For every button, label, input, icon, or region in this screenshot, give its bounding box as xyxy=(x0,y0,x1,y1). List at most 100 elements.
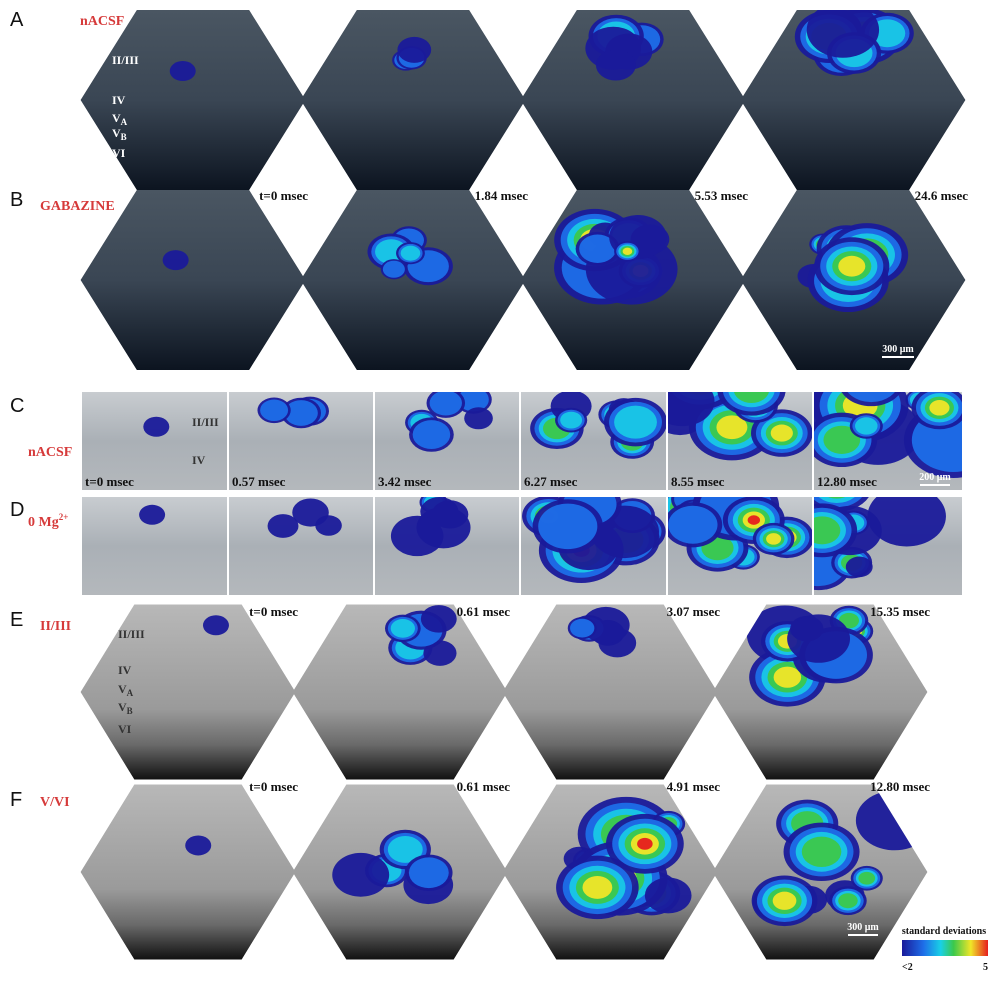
layer-label: IV xyxy=(192,453,206,467)
layer-name: V xyxy=(118,682,127,696)
activity-blob xyxy=(143,416,170,437)
layer-label: VI xyxy=(118,722,132,736)
time-label: t=0 msec xyxy=(249,604,298,619)
activity-blob xyxy=(429,392,462,416)
panel-letter: B xyxy=(10,189,23,211)
condition-name: 0 Mg xyxy=(28,515,59,530)
image-panel xyxy=(521,392,666,490)
image-panel xyxy=(668,368,812,490)
colorbar-high: 5 xyxy=(983,962,988,973)
activity-blob xyxy=(431,500,469,529)
colorbar-title: standard deviations xyxy=(902,926,986,937)
image-panel xyxy=(82,392,227,490)
activity-blob xyxy=(858,871,876,885)
layer-name: II/III xyxy=(192,415,219,429)
condition-label: II/III xyxy=(40,619,71,634)
layer-name: VI xyxy=(112,146,126,160)
activity-blob xyxy=(614,405,657,439)
condition-label: V/VI xyxy=(40,795,70,810)
activity-blob xyxy=(408,857,449,889)
activity-blob xyxy=(770,424,793,442)
image-background xyxy=(80,604,296,780)
time-label: 8.55 msec xyxy=(671,474,725,489)
activity-blob xyxy=(622,247,633,256)
activity-blob xyxy=(284,400,318,426)
image-panel xyxy=(375,497,519,595)
condition-name: nACSF xyxy=(80,14,124,29)
activity-blob xyxy=(766,533,782,545)
activity-blob xyxy=(828,497,846,499)
condition-label: 0 Mg2+ xyxy=(28,512,68,530)
panel-letter: F xyxy=(10,789,22,811)
activity-blob xyxy=(267,514,299,538)
panel-letter: A xyxy=(10,9,24,31)
activity-blob xyxy=(457,392,489,412)
layer-label: VA xyxy=(118,682,134,698)
activity-blob xyxy=(801,836,842,868)
activity-blob xyxy=(412,420,451,450)
colorbar-low: <2 xyxy=(902,962,913,973)
image-panel xyxy=(814,392,962,490)
activity-blob xyxy=(823,425,861,454)
time-label: t=0 msec xyxy=(85,474,134,489)
layer-subscript: A xyxy=(121,117,128,127)
image-panel xyxy=(82,497,227,595)
condition-name: II/III xyxy=(40,619,71,634)
activity-blob xyxy=(332,852,390,897)
image-panel xyxy=(814,497,962,595)
time-label: 6.27 msec xyxy=(524,474,578,489)
activity-blob xyxy=(382,260,405,278)
condition-superscript: 2+ xyxy=(59,512,69,522)
image-panel xyxy=(502,604,718,780)
image-background xyxy=(82,392,227,490)
layer-name: IV xyxy=(112,93,126,107)
image-panel xyxy=(80,190,306,370)
activity-blob xyxy=(169,61,196,82)
image-panel xyxy=(520,190,746,370)
layer-subscript: B xyxy=(127,706,133,716)
layer-subscript: B xyxy=(121,132,127,142)
activity-blob xyxy=(773,666,802,688)
time-label: 3.42 msec xyxy=(378,474,432,489)
image-panel xyxy=(300,10,526,190)
activity-blob xyxy=(260,399,289,422)
activity-blob xyxy=(390,619,415,638)
activity-blob xyxy=(686,368,714,390)
layer-label: VA xyxy=(112,111,128,127)
activity-blob xyxy=(315,515,342,536)
activity-blob xyxy=(814,516,841,545)
activity-blob xyxy=(400,245,421,261)
layer-label: II/III xyxy=(192,415,219,429)
condition-label: GABAZINE xyxy=(40,199,115,214)
time-label: 4.91 msec xyxy=(667,779,721,794)
activity-blob xyxy=(570,618,595,638)
condition-name: V/VI xyxy=(40,795,70,810)
activity-blob xyxy=(845,556,873,578)
image-panel xyxy=(668,497,812,595)
activity-blob xyxy=(139,504,166,525)
image-panel xyxy=(229,392,373,490)
scale-bar-label: 200 μm xyxy=(919,472,951,483)
layer-label: II/III xyxy=(118,627,145,641)
layer-subscript: A xyxy=(127,688,134,698)
panel-letter: E xyxy=(10,609,23,631)
condition-label: nACSF xyxy=(28,445,72,460)
time-label: 0.61 msec xyxy=(457,604,511,619)
layer-name: VI xyxy=(118,722,132,736)
image-background xyxy=(502,604,718,780)
image-panel xyxy=(520,10,746,190)
activity-blob xyxy=(734,392,769,404)
layer-label: II/III xyxy=(112,53,139,67)
activity-blob xyxy=(668,392,715,427)
panel-letter: D xyxy=(10,499,24,521)
time-label: 3.07 msec xyxy=(667,604,721,619)
image-panel xyxy=(375,392,519,490)
condition-name: GABAZINE xyxy=(40,199,115,214)
image-background xyxy=(520,10,746,190)
layer-label: VI xyxy=(112,146,126,160)
image-panel xyxy=(80,10,306,190)
layer-name: V xyxy=(112,111,121,125)
layer-label: VB xyxy=(118,700,133,716)
activity-blob xyxy=(390,515,444,557)
